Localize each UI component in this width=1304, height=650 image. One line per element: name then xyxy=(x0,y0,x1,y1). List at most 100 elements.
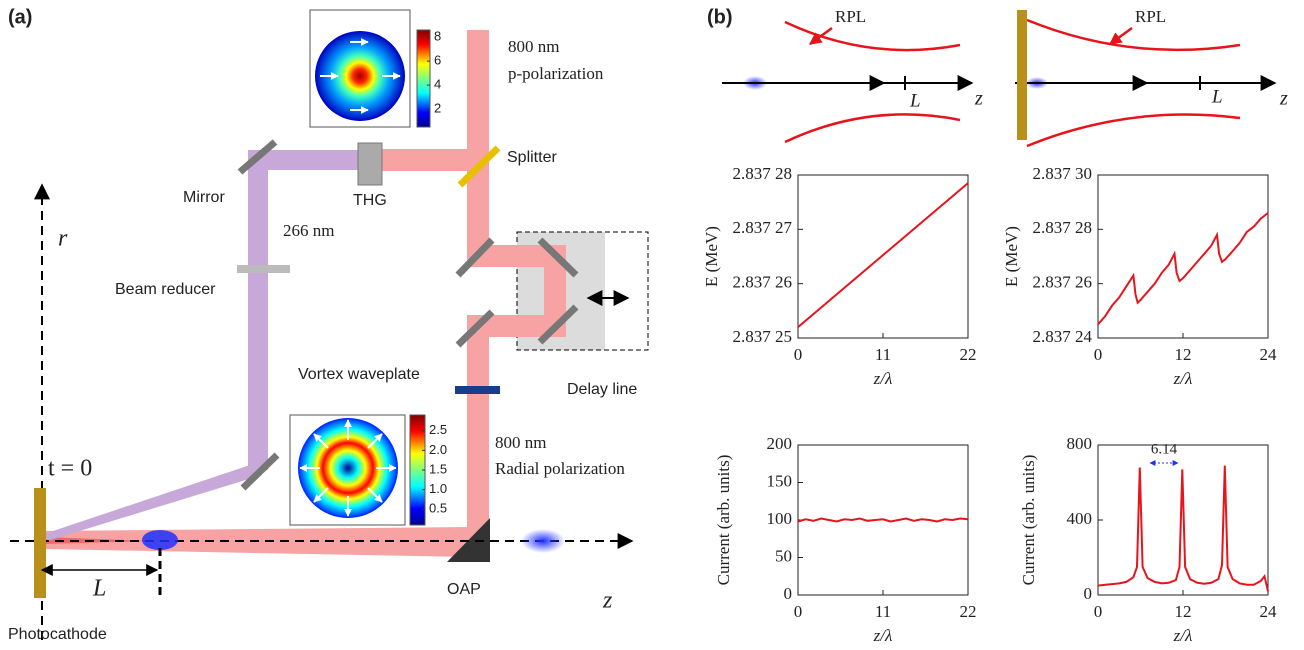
label: 800 nm xyxy=(508,37,559,56)
rpl-envelope xyxy=(1026,18,1241,52)
panel-label: (a) xyxy=(8,6,32,28)
label: Delay line xyxy=(567,381,637,398)
mirror xyxy=(240,452,280,491)
mirror xyxy=(455,309,495,348)
colorbar-tick-label: 6 xyxy=(434,53,441,68)
photocathode xyxy=(34,488,46,598)
x-tick-label: 0 xyxy=(1094,602,1103,621)
x-tick-label: 12 xyxy=(1175,602,1192,621)
y-tick-label: 2.837 26 xyxy=(733,273,793,292)
x-tick-label: 24 xyxy=(1260,345,1278,364)
x-tick-label: 11 xyxy=(875,602,891,621)
x-axis-label: z/λ xyxy=(1173,626,1193,645)
plot-frame xyxy=(1097,174,1269,339)
x-axis-label: z/λ xyxy=(1173,369,1193,388)
annotation: 6.14 xyxy=(1151,441,1178,457)
rpl-envelope xyxy=(1026,113,1241,148)
y-tick-label: 800 xyxy=(1067,434,1093,453)
y-tick-label: 150 xyxy=(767,471,793,490)
colorbar-tick-label: 0.5 xyxy=(429,501,447,516)
label: z xyxy=(974,88,983,110)
thg-crystal xyxy=(357,142,383,186)
label: 800 nm xyxy=(495,433,546,452)
electron-pulse xyxy=(521,529,565,553)
y-tick-label: 200 xyxy=(767,434,793,453)
plot-frame xyxy=(797,174,969,339)
mirror xyxy=(537,304,579,345)
colorbar-tick-label: 4 xyxy=(434,77,441,92)
colorbar-tick-label: 2.0 xyxy=(429,442,447,457)
colorbar-tick-label: 8 xyxy=(434,29,441,44)
y-tick-label: 50 xyxy=(775,546,792,565)
y-axis-label: E (MeV) xyxy=(702,226,721,287)
label: L xyxy=(92,576,106,602)
uv-beam-diagonal xyxy=(44,465,262,542)
data-line xyxy=(797,182,969,328)
y-tick-label: 2.837 30 xyxy=(1033,164,1093,183)
y-tick-label: 2.837 24 xyxy=(1033,327,1093,346)
x-tick-label: 24 xyxy=(1260,602,1278,621)
label: THG xyxy=(353,192,387,209)
polarization-arrow xyxy=(367,487,383,503)
y-tick-label: 400 xyxy=(1067,509,1093,528)
polarization-arrow xyxy=(313,433,329,449)
y-tick-label: 0 xyxy=(784,584,793,603)
colorbar-tick-label: 1.0 xyxy=(429,481,447,496)
beam-reducer xyxy=(237,265,290,273)
polarization-arrow xyxy=(367,433,383,449)
label: Splitter xyxy=(507,149,557,166)
rpl-pointer xyxy=(808,26,833,46)
label: RPL xyxy=(1135,7,1166,26)
data-line xyxy=(1097,465,1269,592)
label: L xyxy=(1211,86,1223,107)
y-axis-label: Current (arb. units) xyxy=(714,455,733,586)
y-tick-label: 2.837 28 xyxy=(733,164,793,183)
beam-profile xyxy=(315,31,405,121)
data-line xyxy=(1097,212,1269,326)
label: p-polarization xyxy=(508,64,604,83)
x-tick-label: 0 xyxy=(1094,345,1103,364)
rpl-envelope xyxy=(784,20,961,52)
y-tick-label: 0 xyxy=(1084,584,1093,603)
colorbar-tick-label: 2.5 xyxy=(429,422,447,437)
panel-a: (a) 800 nm p-polarization Spl xyxy=(8,6,649,643)
y-tick-label: 2.837 26 xyxy=(1033,273,1093,292)
label: z xyxy=(602,588,613,614)
y-tick-label: 2.837 27 xyxy=(733,218,793,237)
y-axis-label: Current (arb. units) xyxy=(1019,455,1038,586)
mirror xyxy=(455,237,495,278)
delay-box xyxy=(516,231,649,351)
x-axis-label: z/λ xyxy=(873,626,893,645)
y-tick-label: 100 xyxy=(767,509,793,528)
colorbar xyxy=(416,29,431,128)
y-tick-label: 2.837 25 xyxy=(733,327,793,346)
label: t = 0 xyxy=(48,456,92,482)
label: RPL xyxy=(835,7,866,26)
x-tick-label: 22 xyxy=(960,602,977,621)
rpl-pointer xyxy=(1108,26,1133,46)
label: Mirror xyxy=(183,189,225,206)
label: z xyxy=(1279,88,1288,110)
vortex-waveplate xyxy=(455,386,500,394)
rpl-envelope xyxy=(784,113,961,144)
label: 266 nm xyxy=(283,221,334,240)
x-tick-label: 0 xyxy=(794,345,803,364)
x-tick-label: 22 xyxy=(960,345,977,364)
y-tick-label: 2.837 28 xyxy=(1033,218,1093,237)
label: Vortex waveplate xyxy=(298,366,420,383)
label: L xyxy=(909,90,921,111)
photocathode xyxy=(1017,10,1027,140)
beam-focus xyxy=(44,537,150,544)
label: OAP xyxy=(447,581,481,598)
electron-bunch xyxy=(142,530,178,550)
splitter xyxy=(457,145,501,188)
label: Beam reducer xyxy=(115,281,216,298)
y-axis-label: E (MeV) xyxy=(1002,226,1021,287)
panel-b: (b) RPL L z RPL L z xyxy=(707,6,1288,148)
data-line xyxy=(797,517,969,523)
x-axis-label: z/λ xyxy=(873,369,893,388)
colorbar-tick-label: 1.5 xyxy=(429,461,447,476)
mirror xyxy=(537,237,579,278)
panel-label: (b) xyxy=(707,6,733,28)
